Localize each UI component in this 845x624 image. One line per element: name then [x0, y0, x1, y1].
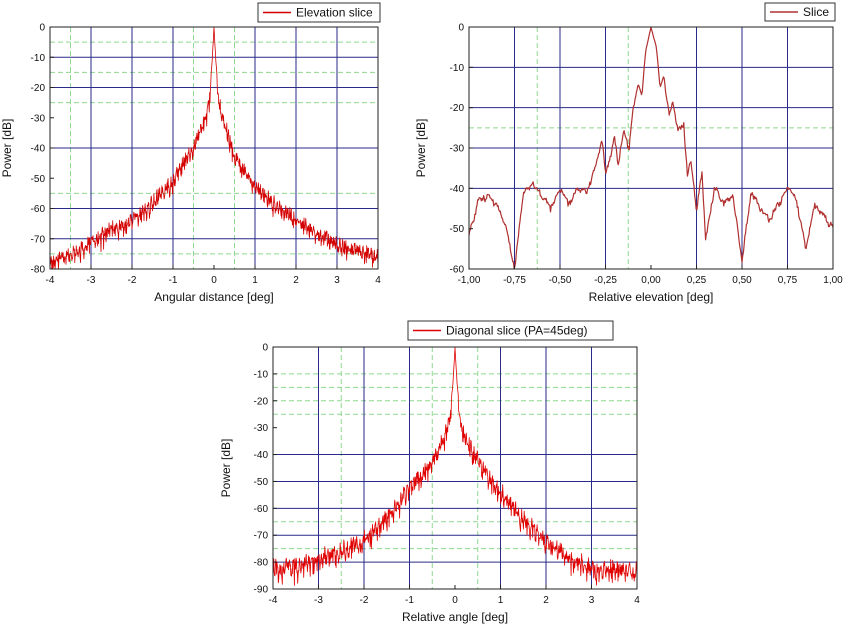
y-axis-label: Power [dB] — [219, 439, 233, 498]
y-tick-label: -50 — [450, 224, 465, 235]
chart-panel-2: -1,00 -0,75 -0,50 -0,25 0,00 0,25 0,50 0,75 1,00… — [414, 2, 843, 304]
y-tick-label: -20 — [254, 396, 269, 407]
y-tick-label: 0 — [262, 343, 268, 354]
y-tick-label: -30 — [254, 423, 269, 434]
y-tick-label: -60 — [31, 204, 46, 215]
chart-panel-3: -4 -3 -2 -1 0 1 2 3 40-10-20-30-40-50-60-70-80-9… — [219, 320, 640, 624]
x-tick-label: -4 — [46, 275, 55, 286]
x-tick-label: 1,00 — [823, 275, 843, 286]
x-tick-label: 4 — [634, 595, 640, 606]
y-tick-label: -70 — [31, 234, 46, 245]
series-line — [272, 346, 638, 586]
y-tick-label: -20 — [450, 103, 465, 114]
y-tick-label: -90 — [254, 585, 269, 596]
y-tick-label: -30 — [31, 113, 46, 124]
x-tick-label: 3 — [589, 595, 595, 606]
chart-panel-1: -4 -3 -2 -1 0 1 2 3 40-10-20-30-40-50-60-70-80An… — [0, 2, 381, 304]
y-axis-label: Power [dB] — [0, 119, 14, 178]
x-axis-label: Relative angle [deg] — [402, 610, 508, 624]
y-tick-label: 0 — [39, 23, 45, 34]
legend-label: Slice — [803, 5, 829, 19]
y-tick-label: -50 — [254, 477, 269, 488]
x-tick-label: 0 — [452, 595, 458, 606]
legend-box — [407, 320, 614, 341]
legend: Slice — [764, 2, 836, 22]
x-tick-label: 3 — [334, 275, 340, 286]
x-tick-label: 0 — [211, 275, 217, 286]
x-tick-label: 0,00 — [641, 275, 661, 286]
x-axis-label: Angular distance [deg] — [154, 290, 273, 304]
x-tick-label: 0,25 — [687, 275, 707, 286]
y-tick-label: -10 — [450, 63, 465, 74]
x-tick-label: 0,50 — [732, 275, 752, 286]
x-tick-label: -2 — [360, 595, 369, 606]
legend-label: Elevation slice — [296, 6, 373, 20]
y-tick-label: -40 — [450, 184, 465, 195]
legend: Elevation slice — [257, 2, 381, 23]
y-tick-label: -80 — [254, 558, 269, 569]
x-tick-label: -3 — [87, 275, 96, 286]
y-tick-label: -20 — [31, 83, 46, 94]
x-tick-label: 0,75 — [778, 275, 798, 286]
x-tick-label: -1 — [169, 275, 178, 286]
legend-label: Diagonal slice (PA=45deg) — [446, 324, 588, 338]
x-tick-label: -3 — [314, 595, 323, 606]
y-tick-label: -10 — [254, 369, 269, 380]
x-tick-label: 2 — [543, 595, 549, 606]
legend: Diagonal slice (PA=45deg) — [407, 320, 614, 341]
y-tick-label: -40 — [254, 450, 269, 461]
x-tick-label: 4 — [375, 275, 381, 286]
x-tick-label: -0,75 — [503, 275, 526, 286]
y-tick-label: -60 — [450, 265, 465, 276]
y-tick-label: -50 — [31, 174, 46, 185]
x-tick-label: 1 — [498, 595, 504, 606]
y-tick-label: -40 — [31, 144, 46, 155]
x-tick-label: -1,00 — [458, 275, 481, 286]
legend-box — [764, 2, 836, 22]
x-tick-label: 2 — [293, 275, 299, 286]
x-tick-label: -0,50 — [549, 275, 572, 286]
x-tick-label: -2 — [128, 275, 137, 286]
y-axis-label: Power [dB] — [414, 119, 428, 178]
y-tick-label: -80 — [31, 265, 46, 276]
y-tick-label: -60 — [254, 504, 269, 515]
y-tick-label: -10 — [31, 53, 46, 64]
x-tick-label: -1 — [405, 595, 414, 606]
x-tick-label: 1 — [252, 275, 258, 286]
y-tick-label: -70 — [254, 531, 269, 542]
y-tick-label: -30 — [450, 144, 465, 155]
x-tick-label: -4 — [269, 595, 278, 606]
x-axis-label: Relative elevation [deg] — [589, 290, 714, 304]
legend-box — [257, 2, 381, 23]
x-tick-label: -0,25 — [594, 275, 617, 286]
y-tick-label: 0 — [458, 23, 464, 34]
